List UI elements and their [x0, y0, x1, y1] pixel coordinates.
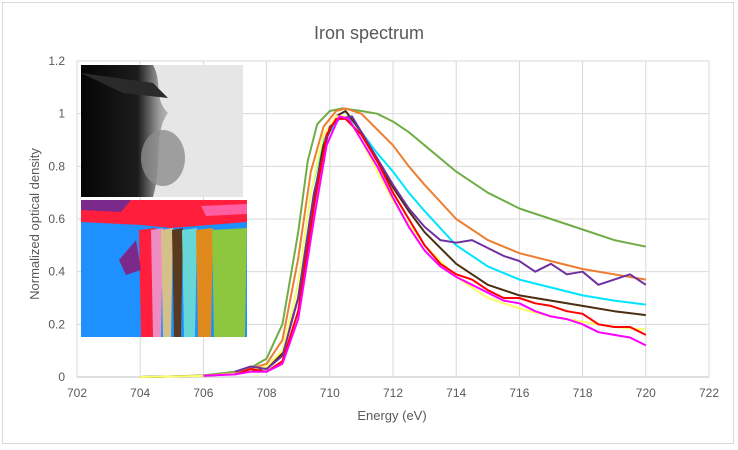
- series-lines: [140, 107, 647, 378]
- series-line-2: [140, 107, 646, 378]
- x-tick-label: 712: [383, 386, 403, 400]
- x-tick-label: 714: [446, 386, 466, 400]
- x-tick-label: 718: [573, 386, 593, 400]
- x-tick-label: 710: [320, 386, 340, 400]
- x-tick-labels: 702 704 706 708 710 712 714 716 718 720 722: [67, 386, 719, 400]
- chart-title: Iron spectrum: [314, 23, 424, 43]
- series-line-5: [140, 115, 646, 378]
- y-axis-label: Normalized optical density: [27, 148, 42, 300]
- x-tick-label: 722: [699, 386, 719, 400]
- x-tick-label: 716: [509, 386, 529, 400]
- series-line-7: [234, 117, 647, 376]
- x-tick-label: 708: [257, 386, 277, 400]
- y-tick-label: 0.4: [48, 265, 65, 279]
- iron-spectrum-chart: Iron spectrum 00.20.40.60.811.2 702 704 70…: [27, 23, 719, 423]
- y-tick-label: 0.2: [48, 317, 65, 331]
- y-tick-label: 0.8: [48, 159, 65, 173]
- grayscale-inset: [81, 65, 243, 197]
- y-tick-label: 0: [58, 370, 65, 384]
- cluster-map-inset: [81, 200, 247, 337]
- x-tick-label: 702: [67, 386, 87, 400]
- y-tick-labels: 0 0.2 0.4 0.6 0.8 1 1.2: [48, 54, 65, 384]
- y-tick-label: 0.6: [48, 212, 65, 226]
- series-line-6: [234, 115, 647, 373]
- inset-images: [81, 65, 247, 337]
- x-axis-label: Energy (eV): [357, 408, 426, 423]
- y-tick-label: 1: [58, 107, 65, 121]
- series-line-8: [203, 115, 647, 377]
- x-tick-label: 704: [130, 386, 150, 400]
- x-tick-label: 720: [636, 386, 656, 400]
- y-tick-label: 1.2: [48, 54, 65, 68]
- chart-frame: Iron spectrum 0 0.2 0.4 0.6 0.8 1 1.2 702 704 70…: [2, 2, 734, 444]
- x-tick-label: 706: [193, 386, 213, 400]
